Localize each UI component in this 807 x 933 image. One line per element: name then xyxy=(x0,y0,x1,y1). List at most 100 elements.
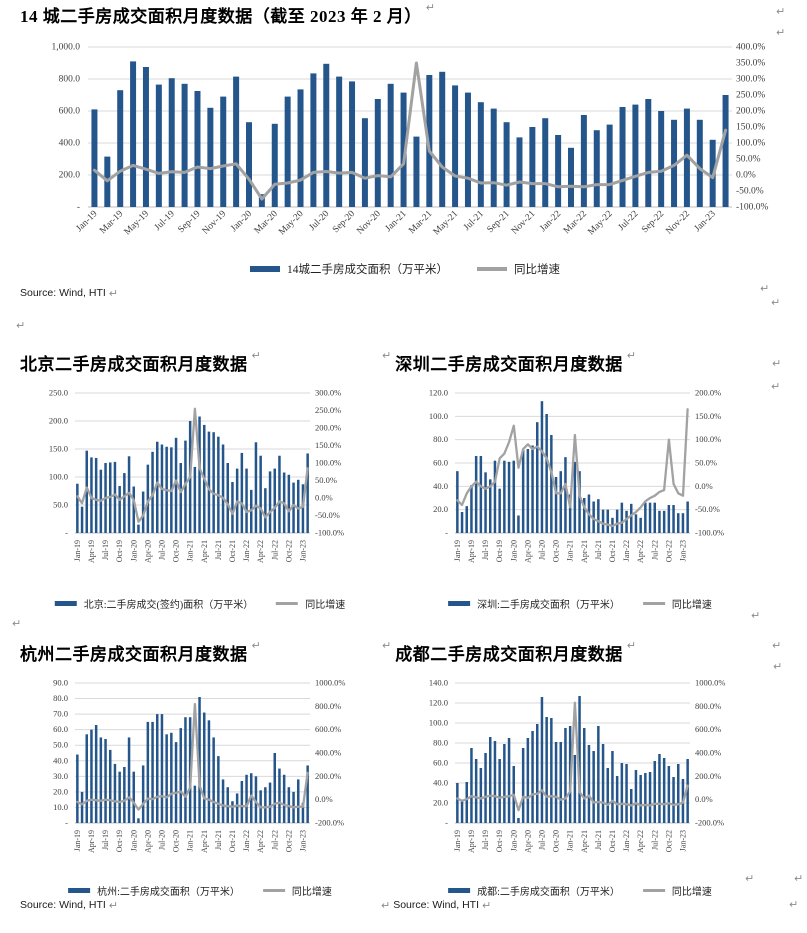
svg-text:Oct-19: Oct-19 xyxy=(495,830,504,852)
svg-text:May-22: May-22 xyxy=(586,209,615,238)
paragraph-mark: ↵ xyxy=(776,5,786,18)
svg-text:120.0: 120.0 xyxy=(429,698,448,708)
beijing-chart-title: 北京二手房成交面积月度数据 xyxy=(20,355,248,374)
svg-text:80.0: 80.0 xyxy=(433,434,448,444)
svg-text:Oct-21: Oct-21 xyxy=(608,830,617,852)
svg-text:Oct-22: Oct-22 xyxy=(284,830,293,852)
svg-text:Jul-19: Jul-19 xyxy=(481,540,490,560)
svg-text:100.0: 100.0 xyxy=(429,718,448,728)
svg-text:Oct-21: Oct-21 xyxy=(228,830,237,852)
svg-text:0.0%: 0.0% xyxy=(315,493,333,503)
svg-text:1000.0%: 1000.0% xyxy=(695,678,725,688)
svg-text:140.0: 140.0 xyxy=(429,678,448,688)
svg-text:Oct-20: Oct-20 xyxy=(172,540,181,562)
chart-chengdu-legend: 成都:二手房成交面积（万平米） 同比增速 xyxy=(448,883,712,898)
svg-text:Jan-20: Jan-20 xyxy=(129,540,138,561)
svg-text:120.0: 120.0 xyxy=(429,388,448,398)
svg-text:Jul-20: Jul-20 xyxy=(537,830,546,850)
svg-text:Jul-22: Jul-22 xyxy=(270,540,279,560)
paragraph-mark: ↵ xyxy=(760,282,770,295)
svg-text:-100.0%: -100.0% xyxy=(695,528,724,538)
paragraph-mark: ↵ xyxy=(251,639,261,652)
svg-text:Oct-22: Oct-22 xyxy=(664,830,673,852)
svg-text:150.0%: 150.0% xyxy=(315,440,341,450)
paragraph-mark: ↵ xyxy=(771,380,781,393)
svg-text:Oct-19: Oct-19 xyxy=(115,830,124,852)
legend-bar-label: 深圳:二手房成交面积（万平米） xyxy=(477,600,620,611)
svg-text:-: - xyxy=(445,818,448,828)
svg-text:150.0%: 150.0% xyxy=(736,123,765,133)
chart-beijing-legend: 北京:二手房成交(签约)面积（万平米） 同比增速 xyxy=(54,596,345,611)
svg-text:-: - xyxy=(77,203,80,213)
paragraph-mark: ↵ xyxy=(626,349,636,362)
paragraph-mark: ↵ xyxy=(251,349,261,362)
svg-text:Jan-21: Jan-21 xyxy=(186,830,195,851)
source-note-hangzhou: Source: Wind, HTI ↵ xyxy=(20,899,118,911)
paragraph-mark: ↵ xyxy=(773,660,783,673)
legend-bar-label: 成都:二手房成交面积（万平米） xyxy=(477,887,620,898)
svg-text:60.0: 60.0 xyxy=(53,724,68,734)
svg-text:600.0: 600.0 xyxy=(59,107,81,117)
paragraph-mark: ↵ xyxy=(482,898,492,912)
paragraph-mark: ↵ xyxy=(381,898,391,912)
svg-text:80.0: 80.0 xyxy=(433,738,448,748)
svg-text:-200.0%: -200.0% xyxy=(695,818,724,828)
report-title-row: 14 城二手房成交面积月度数据（截至 2023 年 2 月） ↵ xyxy=(20,2,435,27)
source-note-top: Source: Wind, HTI ↵ xyxy=(20,287,118,299)
page-title: 14 城二手房成交面积月度数据（截至 2023 年 2 月） xyxy=(20,7,422,26)
svg-text:Jul-22: Jul-22 xyxy=(270,830,279,850)
svg-text:250.0: 250.0 xyxy=(49,388,68,398)
source-text: Source: Wind, HTI xyxy=(20,287,106,299)
svg-text:Jan-19: Jan-19 xyxy=(75,209,100,234)
svg-text:Jul-21: Jul-21 xyxy=(462,209,486,233)
legend-line-swatch xyxy=(262,888,285,893)
paragraph-mark: ↵ xyxy=(794,872,804,885)
beijing-title-row: 北京二手房成交面积月度数据 ↵ xyxy=(20,350,261,375)
svg-text:Jan-20: Jan-20 xyxy=(509,830,518,851)
chart-shenzhen-legend: 深圳:二手房成交面积（万平米） 同比增速 xyxy=(448,596,712,611)
svg-text:Sep-22: Sep-22 xyxy=(640,209,666,235)
svg-text:-: - xyxy=(65,818,68,828)
svg-text:100.0%: 100.0% xyxy=(315,458,341,468)
legend-line-label: 同比增速 xyxy=(671,887,712,898)
legend-bar-swatch xyxy=(448,888,471,893)
svg-text:Apr-20: Apr-20 xyxy=(523,540,532,563)
svg-text:Apr-19: Apr-19 xyxy=(467,540,476,563)
svg-text:100.0%: 100.0% xyxy=(736,139,765,149)
legend-line-swatch xyxy=(477,267,507,271)
svg-text:May-21: May-21 xyxy=(432,209,461,238)
svg-text:Jul-21: Jul-21 xyxy=(594,540,603,560)
legend-bar-swatch xyxy=(448,601,471,606)
svg-text:200.0%: 200.0% xyxy=(315,771,341,781)
svg-text:30.0: 30.0 xyxy=(53,771,68,781)
svg-text:200.0%: 200.0% xyxy=(695,771,721,781)
svg-text:Oct-20: Oct-20 xyxy=(552,540,561,562)
svg-text:Apr-21: Apr-21 xyxy=(200,830,209,853)
svg-text:200.0: 200.0 xyxy=(59,171,81,181)
legend-bar-label: 杭州:二手房成交面积（万平米） xyxy=(97,887,240,898)
paragraph-mark: ↵ xyxy=(382,349,392,362)
source-text: Source: Wind, HTI xyxy=(20,899,106,911)
source-text: Source: Wind, HTI xyxy=(393,899,479,911)
legend-bar-swatch xyxy=(250,266,280,272)
svg-text:60.0: 60.0 xyxy=(433,758,448,768)
paragraph-mark: ↵ xyxy=(772,639,782,652)
svg-text:Mar-20: Mar-20 xyxy=(253,209,280,236)
svg-text:Mar-22: Mar-22 xyxy=(562,209,589,236)
svg-text:Apr-22: Apr-22 xyxy=(256,540,265,563)
svg-text:60.0: 60.0 xyxy=(433,458,448,468)
svg-text:Jul-21: Jul-21 xyxy=(214,540,223,560)
svg-text:Nov-19: Nov-19 xyxy=(201,209,229,237)
svg-text:Jul-19: Jul-19 xyxy=(153,209,177,233)
svg-text:Apr-19: Apr-19 xyxy=(87,830,96,853)
paragraph-mark: ↵ xyxy=(12,617,22,630)
svg-text:90.0: 90.0 xyxy=(53,678,68,688)
svg-text:Jan-21: Jan-21 xyxy=(186,540,195,561)
svg-text:300.0%: 300.0% xyxy=(315,388,341,398)
svg-text:Jan-22: Jan-22 xyxy=(538,209,563,234)
svg-text:50.0%: 50.0% xyxy=(736,155,761,165)
svg-text:600.0%: 600.0% xyxy=(315,724,341,734)
svg-text:Jan-20: Jan-20 xyxy=(509,540,518,561)
chengdu-chart-title: 成都二手房成交面积月度数据 xyxy=(395,645,623,664)
chart-14cities-legend: 14城二手房成交面积（万平米） 同比增速 xyxy=(250,261,560,277)
